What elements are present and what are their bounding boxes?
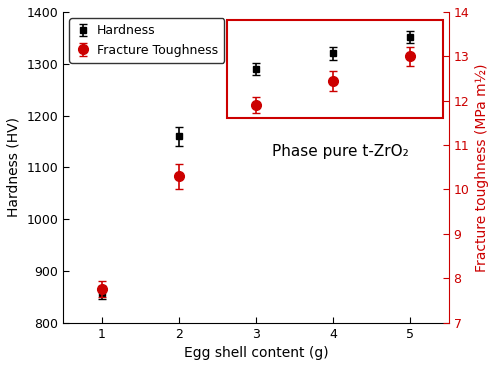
Bar bbox=[227, 20, 443, 118]
Text: Phase pure t-ZrO₂: Phase pure t-ZrO₂ bbox=[272, 144, 409, 159]
X-axis label: Egg shell content (g): Egg shell content (g) bbox=[184, 346, 328, 360]
Legend: Hardness, Fracture Toughness: Hardness, Fracture Toughness bbox=[69, 18, 224, 63]
Y-axis label: Fracture toughness (MPa m½): Fracture toughness (MPa m½) bbox=[475, 63, 489, 272]
Y-axis label: Hardness (HV): Hardness (HV) bbox=[7, 117, 21, 217]
